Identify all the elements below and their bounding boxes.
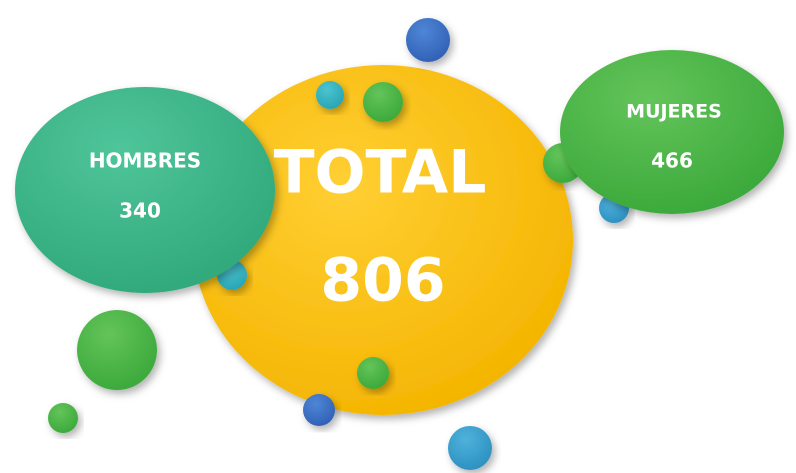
decor-dot: [363, 82, 403, 122]
mujeres-label: MUJERES: [626, 101, 722, 123]
hombres-value: 340: [119, 199, 161, 223]
decor-dot: [316, 81, 344, 109]
total-value: 806: [320, 246, 445, 316]
mujeres-bubble: [560, 50, 784, 214]
decor-dot: [303, 394, 335, 426]
decor-dot: [406, 18, 450, 62]
decor-dot: [48, 403, 78, 433]
total-label: TOTAL: [274, 138, 487, 208]
total-bubble: [193, 65, 573, 415]
decor-dot: [448, 426, 492, 470]
mujeres-value: 466: [651, 149, 693, 173]
hombres-label: HOMBRES: [89, 149, 201, 173]
decor-dot: [77, 310, 157, 390]
hombres-bubble: [15, 87, 275, 293]
decor-dot: [357, 357, 389, 389]
